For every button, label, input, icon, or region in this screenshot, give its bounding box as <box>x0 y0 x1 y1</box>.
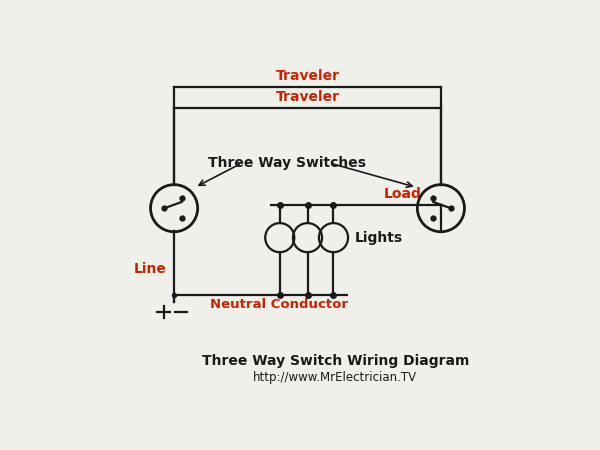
Text: Lights: Lights <box>354 231 403 245</box>
Text: Three Way Switch Wiring Diagram: Three Way Switch Wiring Diagram <box>202 354 469 368</box>
Text: Line: Line <box>133 262 166 276</box>
Text: http://www.MrElectrician.TV: http://www.MrElectrician.TV <box>253 372 417 384</box>
Text: Traveler: Traveler <box>275 69 340 83</box>
Text: Neutral Conductor: Neutral Conductor <box>211 298 349 311</box>
Text: Load: Load <box>384 187 422 201</box>
Text: Traveler: Traveler <box>275 90 340 104</box>
Text: Three Way Switches: Three Way Switches <box>208 156 366 170</box>
